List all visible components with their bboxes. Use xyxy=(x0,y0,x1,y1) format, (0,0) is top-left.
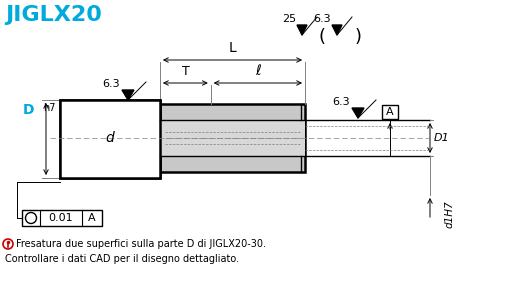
Text: A: A xyxy=(386,107,394,117)
Text: 6.3: 6.3 xyxy=(332,97,350,107)
Text: h7: h7 xyxy=(43,103,56,113)
Text: JIGLX20: JIGLX20 xyxy=(5,5,102,25)
Bar xyxy=(382,105,398,119)
Text: L: L xyxy=(229,41,236,55)
Polygon shape xyxy=(352,108,364,118)
Bar xyxy=(60,100,160,178)
Text: d: d xyxy=(106,131,114,145)
Bar xyxy=(22,210,102,226)
Text: (: ( xyxy=(318,28,325,46)
Text: D: D xyxy=(23,103,34,117)
Bar xyxy=(60,100,160,178)
Text: ): ) xyxy=(355,28,362,46)
Text: 25: 25 xyxy=(282,14,296,24)
Text: D1: D1 xyxy=(434,133,450,143)
Bar xyxy=(160,120,305,156)
Text: 0.01: 0.01 xyxy=(49,213,73,223)
Text: Fresatura due superfici sulla parte D di JIGLX20-30.: Fresatura due superfici sulla parte D di… xyxy=(16,239,266,249)
Text: 6.3: 6.3 xyxy=(313,14,331,24)
Text: A: A xyxy=(88,213,96,223)
Text: T: T xyxy=(181,65,189,78)
Bar xyxy=(160,104,305,172)
Polygon shape xyxy=(122,90,134,100)
Text: d1H7: d1H7 xyxy=(445,200,455,228)
Text: 6.3: 6.3 xyxy=(102,79,120,89)
Polygon shape xyxy=(297,25,307,35)
Polygon shape xyxy=(332,25,342,35)
Text: ℓ: ℓ xyxy=(255,64,261,78)
Text: Controllare i dati CAD per il disegno dettagliato.: Controllare i dati CAD per il disegno de… xyxy=(5,254,239,264)
